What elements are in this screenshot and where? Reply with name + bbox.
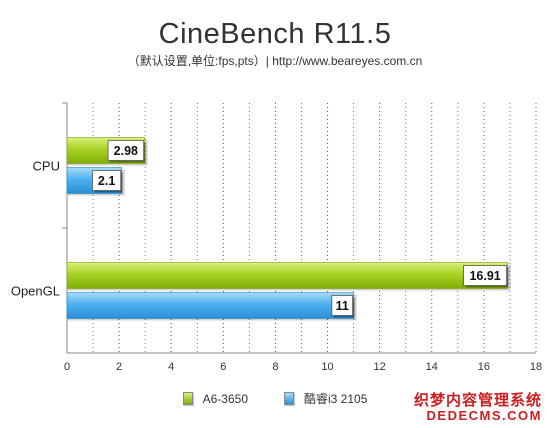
legend-label-i3-2105: 酷睿i3 2105 — [304, 392, 368, 406]
data-label-box — [92, 170, 122, 191]
data-label-box — [463, 265, 507, 286]
watermark-line-2: DEDECMS.COM — [426, 408, 542, 424]
legend-label-a6-3650: A6-3650 — [202, 391, 248, 406]
category-label: OpenGL — [11, 284, 60, 299]
bar-A6-3650-OpenGL — [66, 262, 508, 289]
legend: A6-3650 酷睿i3 2105 — [0, 390, 550, 407]
x-tick-label: 14 — [426, 361, 438, 373]
watermark-line-1: 织梦内容管理系统 — [413, 391, 542, 409]
x-tick-label: 12 — [374, 361, 386, 373]
data-label: 11 — [336, 299, 349, 313]
legend-swatch-a6-3650 — [182, 392, 193, 405]
x-tick-label: 6 — [220, 361, 226, 373]
watermark: 织梦内容管理系统 DEDECMS.COM — [414, 392, 542, 424]
x-tick-label: 18 — [530, 361, 542, 373]
x-tick-label: 0 — [64, 361, 70, 373]
x-tick-label: 8 — [272, 361, 278, 373]
x-tick-label: 10 — [321, 361, 333, 373]
chart-title: CineBench R11.5 — [158, 18, 392, 50]
x-tick-label: 16 — [478, 361, 490, 373]
data-label: 2.1 — [98, 174, 115, 188]
x-tick-label: 4 — [168, 361, 174, 373]
data-label-box — [331, 295, 354, 316]
legend-item-i3-2105: 酷睿i3 2105 — [284, 390, 367, 407]
legend-item-a6-3650: A6-3650 — [182, 390, 248, 407]
data-label-box — [107, 140, 145, 161]
data-label: 16.91 — [469, 269, 500, 283]
x-tick-label: 2 — [116, 361, 122, 373]
chart-subtitle: （默认设置,单位:fps,pts）| http://www.beareyes.c… — [127, 54, 423, 68]
bar-酷睿i3-2105-OpenGL — [66, 292, 354, 319]
legend-swatch-i3-2105 — [284, 392, 294, 405]
category-label: CPU — [33, 159, 60, 174]
data-label: 2.98 — [114, 144, 138, 158]
